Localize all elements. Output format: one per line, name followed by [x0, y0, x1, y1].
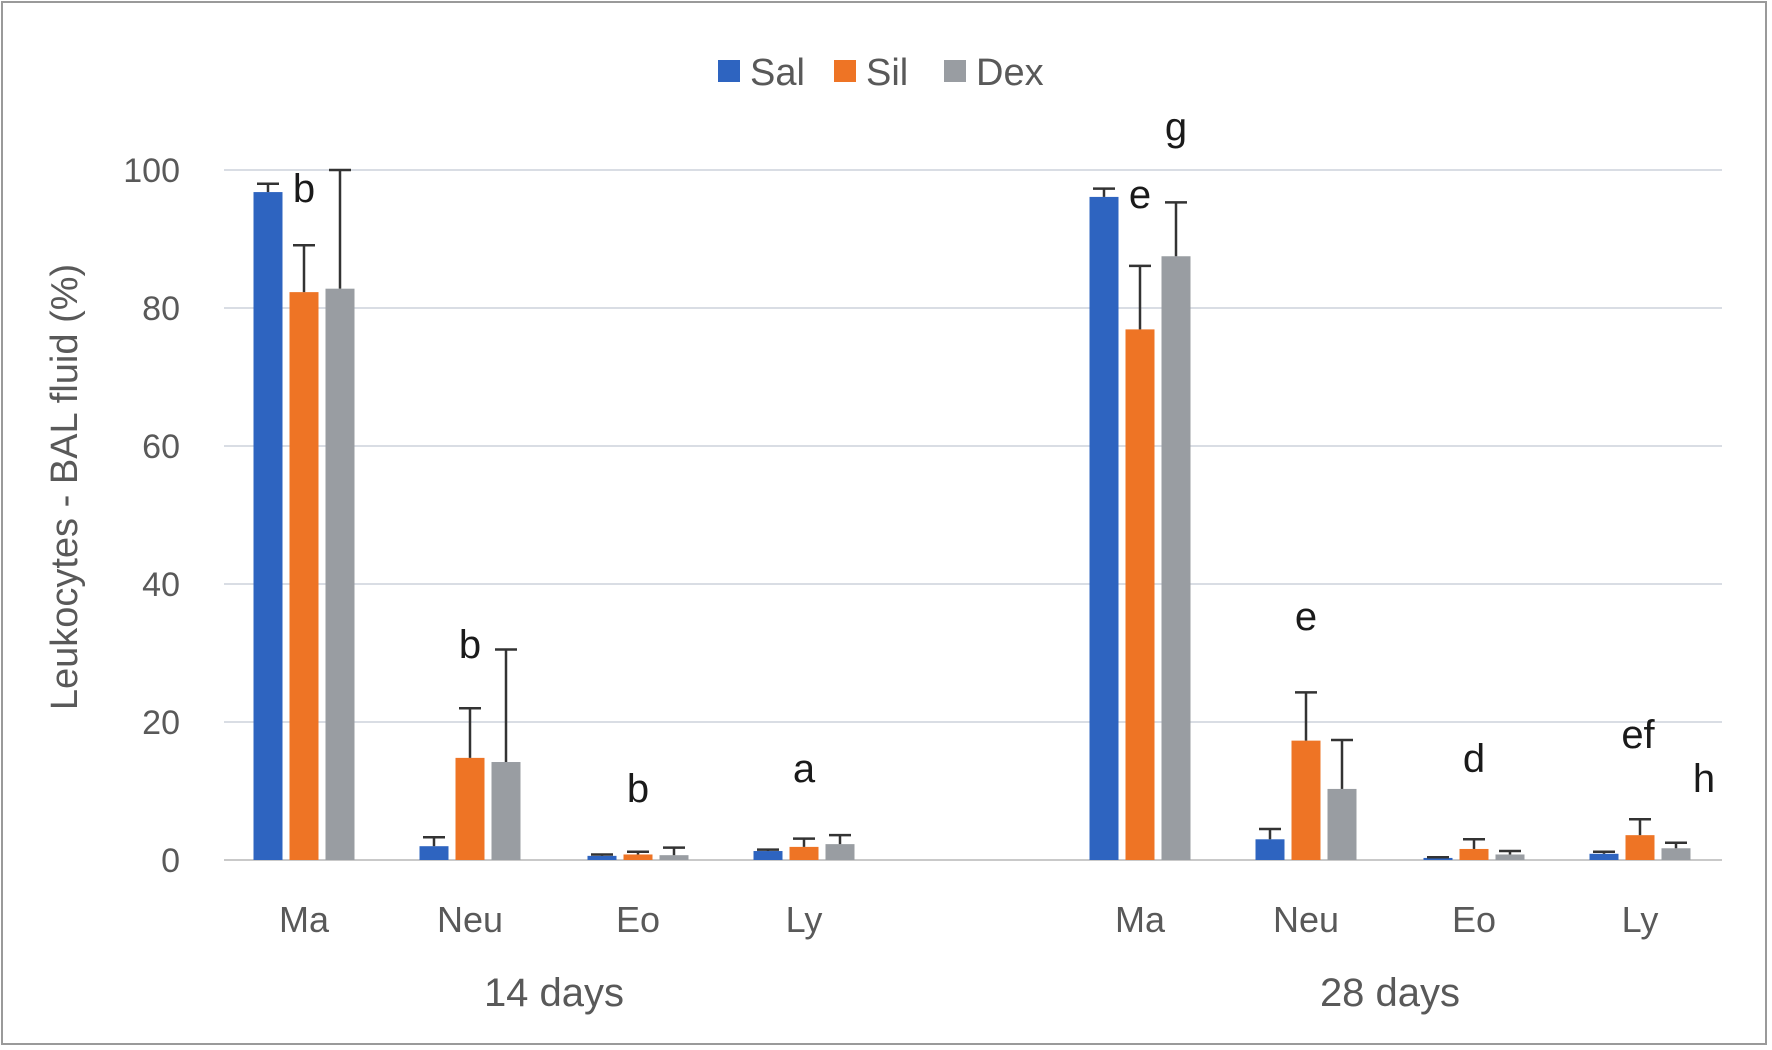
bar-28-days-Ma-Sal: [1089, 196, 1119, 860]
bar-14-days-Ly-Sil: [789, 846, 819, 860]
category-label-Ma: Ma: [1115, 899, 1166, 940]
annotation-Neu-Sil: e: [1295, 595, 1317, 639]
y-tick-80: 80: [142, 290, 180, 328]
annotation-Eo-Sil: d: [1463, 737, 1485, 781]
category-label-Neu: Neu: [1273, 899, 1339, 940]
group-labels: 14 days 28 days: [484, 971, 1460, 1015]
annotation-Ly-Dex: h: [1693, 757, 1715, 801]
bar-14-days-Ly-Dex: [825, 844, 855, 860]
y-tick-60: 60: [142, 428, 180, 466]
category-labels: Ma Neu Eo Ly Ma Neu Eo Ly: [279, 899, 1658, 940]
bar-28-days-Neu-Sil: [1291, 740, 1321, 860]
bar-28-days-Eo-Sil: [1459, 848, 1489, 860]
bar-14-days-Neu-Sal: [419, 846, 449, 860]
group-label-14-days: 14 days: [484, 971, 624, 1015]
bar-14-days-Ma-Sil: [289, 292, 319, 860]
bar-14-days-Ma-Dex: [325, 288, 355, 860]
error-bars: [257, 168, 1687, 859]
y-tick-40: 40: [142, 566, 180, 604]
bar-28-days-Eo-Sal: [1423, 857, 1453, 860]
bar-14-days-Ma-Sal: [253, 192, 283, 860]
legend-label-Dex: Dex: [976, 52, 1044, 94]
bar-14-days-Neu-Sil: [455, 757, 485, 860]
legend-label-Sal: Sal: [750, 52, 805, 94]
category-label-Ly: Ly: [1622, 899, 1659, 940]
bar-28-days-Ma-Sil: [1125, 329, 1155, 860]
gridlines: [224, 169, 1722, 861]
bar-28-days-Ly-Sil: [1625, 835, 1655, 860]
annotation-Ma-Dex: g: [1165, 105, 1187, 149]
y-tick-0: 0: [161, 842, 180, 880]
legend-label-Sil: Sil: [866, 52, 908, 94]
category-label-Neu: Neu: [437, 899, 503, 940]
category-label-Eo: Eo: [1452, 899, 1496, 940]
category-label-Eo: Eo: [616, 899, 660, 940]
bar-14-days-Ly-Sal: [753, 851, 783, 860]
legend: Sal Sil Dex: [718, 52, 1044, 94]
bar-28-days-Ly-Dex: [1661, 848, 1691, 860]
bar-28-days-Neu-Dex: [1327, 788, 1357, 860]
legend-swatch-Sil: [834, 60, 856, 82]
annotation-Ma-Sil: b: [293, 167, 315, 211]
legend-swatch-Dex: [944, 60, 966, 82]
annotation-Ly-Sil: a: [793, 747, 816, 791]
y-tick-20: 20: [142, 704, 180, 742]
y-axis-label: Leukocytes - BAL fluid (%): [44, 264, 86, 710]
bar-14-days-Eo-Sal: [587, 855, 617, 860]
bars: [253, 192, 1691, 860]
bar-14-days-Eo-Sil: [623, 854, 653, 860]
annotation-Neu-Sil: b: [459, 623, 481, 667]
y-tick-100: 100: [123, 152, 180, 190]
annotation-Ly-Sil: ef: [1621, 713, 1655, 757]
legend-swatch-Sal: [718, 60, 740, 82]
annotation-Eo-Sil: b: [627, 767, 649, 811]
annotation-Ma-Sil: e: [1129, 173, 1151, 217]
y-axis-ticks: 0 20 40 60 80 100: [123, 152, 180, 880]
bar-28-days-Neu-Sal: [1255, 839, 1285, 860]
group-label-28-days: 28 days: [1320, 971, 1460, 1015]
category-label-Ly: Ly: [786, 899, 823, 940]
bar-14-days-Eo-Dex: [659, 855, 689, 860]
bar-28-days-Eo-Dex: [1495, 854, 1525, 860]
bar-28-days-Ma-Dex: [1161, 256, 1191, 860]
bar-28-days-Ly-Sal: [1589, 853, 1619, 860]
bar-14-days-Neu-Dex: [491, 762, 521, 860]
category-label-Ma: Ma: [279, 899, 330, 940]
